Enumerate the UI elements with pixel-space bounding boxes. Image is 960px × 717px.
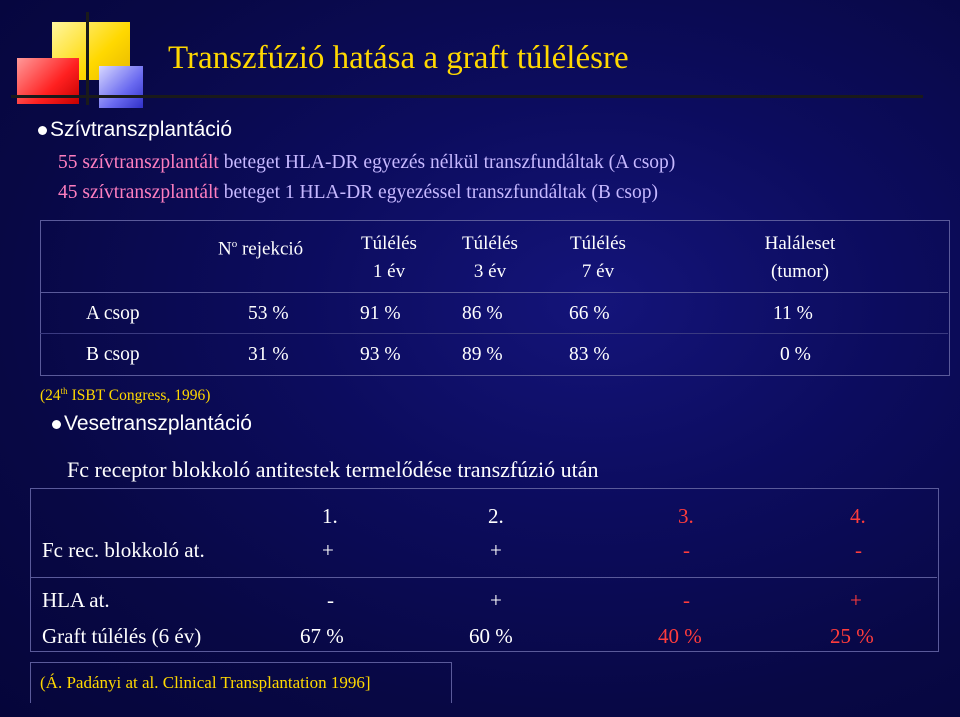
heart-citation: (24th ISBT Congress, 1996) xyxy=(40,386,211,405)
table-divider xyxy=(30,577,937,578)
group-b-description: 45 szívtranszplantált beteget 1 HLA-DR e… xyxy=(58,182,658,204)
row-b-label: B csop xyxy=(86,344,140,365)
row-a-death: 11 % xyxy=(773,303,813,324)
bullet-dot-icon xyxy=(38,125,47,135)
row-fc-val-2: + xyxy=(490,538,502,562)
row-graft-val-3: 40 % xyxy=(658,624,702,648)
decor-blue-square xyxy=(99,66,143,108)
decor-vertical-line xyxy=(86,12,89,105)
header-survival-7y: Túlélés 7 év xyxy=(570,233,626,282)
row-b-survival-7y: 83 % xyxy=(569,344,610,365)
fc-results-table xyxy=(30,488,939,652)
decor-horizontal-line xyxy=(11,95,923,98)
row-b-survival-1y: 93 % xyxy=(360,344,401,365)
group-b-count: 45 szívtranszplantált xyxy=(58,182,219,203)
group-a-description: 55 szívtranszplantált beteget HLA-DR egy… xyxy=(58,152,675,174)
header-death-tumor: Haláleset (tumor) xyxy=(764,233,836,282)
group-b-text: beteget 1 HLA-DR egyezéssel transzfundál… xyxy=(218,182,658,203)
row-b-death: 0 % xyxy=(780,344,811,365)
row-hla-val-2: + xyxy=(490,588,502,612)
row-graft-val-1: 67 % xyxy=(300,624,344,648)
row-fc-label: Fc rec. blokkoló at. xyxy=(42,538,205,562)
row-hla-val-1: - xyxy=(327,588,334,612)
row-fc-val-3: - xyxy=(683,538,690,562)
row-a-survival-3y: 86 % xyxy=(462,303,503,324)
row-b-survival-3y: 89 % xyxy=(462,344,503,365)
fc-table-title: Fc receptor blokkoló antitestek termelőd… xyxy=(67,457,599,482)
row-a-survival-7y: 66 % xyxy=(569,303,610,324)
col-header-1: 1. xyxy=(322,504,338,528)
col-header-4: 4. xyxy=(850,504,866,528)
citation-box xyxy=(30,662,452,703)
kidney-citation: (Á. Padányi at al. Clinical Transplantat… xyxy=(40,673,371,692)
group-a-text: beteget HLA-DR egyezés nélkül transzfund… xyxy=(218,152,676,173)
row-graft-label: Graft túlélés (6 év) xyxy=(42,624,202,648)
bullet-kidney-transplant: Vesetranszplantáció xyxy=(52,412,252,436)
row-a-label: A csop xyxy=(86,303,140,324)
row-hla-label: HLA at. xyxy=(42,588,110,612)
header-survival-1y: Túlélés 1 év xyxy=(361,233,417,282)
row-fc-val-4: - xyxy=(855,538,862,562)
col-header-3: 3. xyxy=(678,504,694,528)
bullet-dot-icon xyxy=(52,419,61,429)
header-rejection: No rejekció xyxy=(218,238,304,260)
row-hla-val-4: + xyxy=(850,588,862,612)
row-graft-val-4: 25 % xyxy=(830,624,874,648)
kidney-heading: Vesetranszplantáció xyxy=(64,412,252,435)
heart-results-table xyxy=(40,220,950,376)
bullet-heart-transplant: Szívtranszplantáció xyxy=(38,118,232,142)
table-divider xyxy=(40,292,948,293)
header-survival-3y: Túlélés 3 év xyxy=(462,233,518,282)
row-a-rejection: 53 % xyxy=(248,303,289,324)
row-hla-val-3: - xyxy=(683,588,690,612)
col-header-2: 2. xyxy=(488,504,504,528)
slide-title: Transzfúzió hatása a graft túlélésre xyxy=(168,40,629,76)
group-a-count: 55 szívtranszplantált xyxy=(58,152,219,173)
row-a-survival-1y: 91 % xyxy=(360,303,401,324)
row-fc-val-1: + xyxy=(322,538,334,562)
row-graft-val-2: 60 % xyxy=(469,624,513,648)
table-divider xyxy=(40,333,948,334)
heart-heading: Szívtranszplantáció xyxy=(50,118,233,141)
row-b-rejection: 31 % xyxy=(248,344,289,365)
